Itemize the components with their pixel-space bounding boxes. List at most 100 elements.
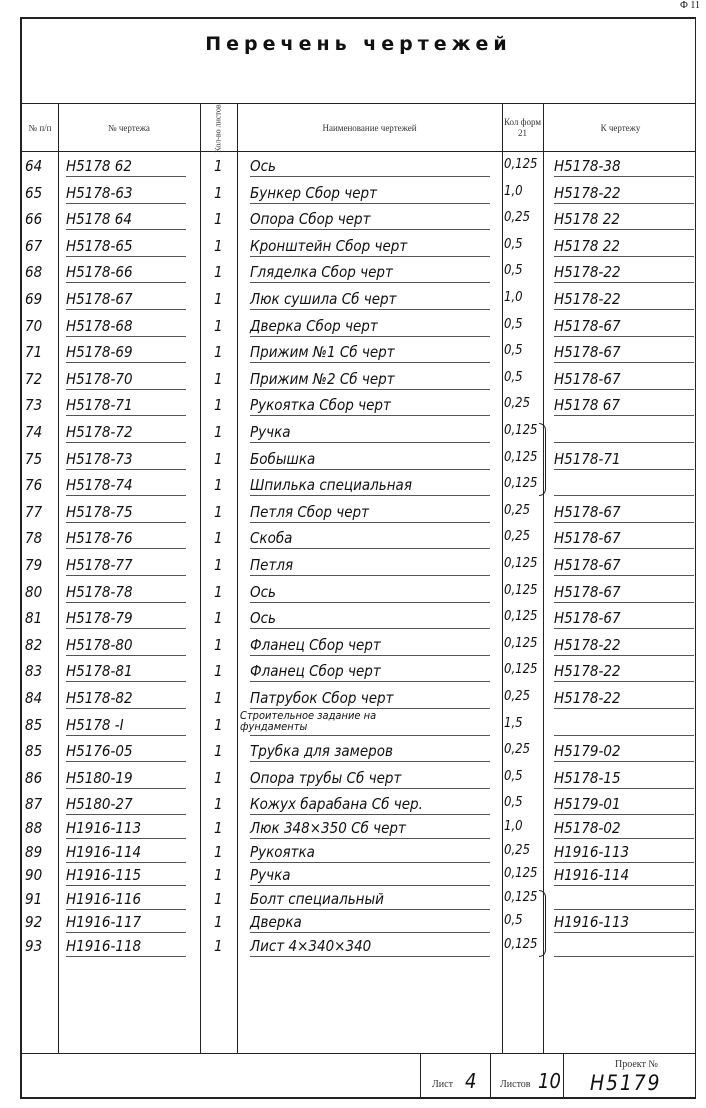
format-value: 0,25	[504, 502, 531, 518]
sheet-count: 1	[214, 662, 223, 681]
sheet-count: 1	[214, 556, 223, 574]
column-line	[200, 103, 201, 1053]
reference-drawing: H1916-113	[554, 842, 630, 861]
table-row: 70 H5178-68 1 Дверка Сбор черт 0,5 H5178-67	[22, 315, 698, 339]
underline	[250, 628, 490, 630]
format-value: 0,125	[504, 157, 538, 172]
underline	[250, 548, 490, 550]
reference-drawing: H5178-02	[554, 819, 621, 837]
underline	[250, 202, 490, 204]
underline	[250, 362, 490, 364]
row-num: 85	[25, 715, 43, 734]
reference-drawing: H5178-67	[554, 369, 621, 388]
underline	[250, 415, 490, 417]
underline	[554, 202, 694, 204]
drawing-number: H5178 62	[66, 157, 132, 175]
reference-drawing: H5178-22	[554, 183, 621, 202]
underline	[66, 309, 186, 310]
underline	[250, 681, 490, 683]
underline	[554, 908, 694, 910]
sheet-count: 1	[214, 715, 223, 734]
underline	[66, 388, 186, 390]
drawing-name: Люк 348×350 Сб черт	[250, 819, 406, 837]
row-num: 91	[25, 889, 43, 908]
underline	[554, 362, 694, 364]
sheet-count: 1	[214, 476, 223, 495]
underline	[250, 521, 490, 523]
sheet-count: 1	[214, 529, 223, 548]
drawing-number: H1916-115	[66, 866, 142, 885]
row-num: 84	[25, 689, 43, 707]
format-value: 0,125	[504, 423, 538, 438]
row-num: 81	[25, 609, 43, 628]
title-block: Лист 4 Листов 10 Проект № H5179	[420, 1053, 698, 1099]
drawing-name: Кожух барабана Сб чер.	[250, 795, 423, 814]
format-value: 0,25	[504, 689, 531, 704]
sheets-value: 10	[538, 1069, 561, 1093]
underline	[554, 787, 694, 789]
reference-drawing: H5178-15	[554, 768, 621, 787]
underline	[66, 335, 186, 337]
underline	[250, 908, 490, 910]
table-row: 74 H5178-72 1 Ручка 0,125	[22, 421, 698, 445]
format-value: 0,25	[504, 396, 531, 412]
format-value: 0,25	[504, 210, 531, 226]
drawing-name: Лист 4×340×340	[250, 937, 372, 955]
format-value: 0,125	[504, 866, 538, 882]
reference-drawing: H5178-22	[554, 290, 621, 308]
sheet-count: 1	[214, 768, 223, 787]
row-num: 73	[25, 396, 43, 415]
table-row: 65 H5178-63 1 Бункер Сбор черт 1,0 H5178-22	[22, 182, 698, 206]
drawing-number: H5178-82	[66, 689, 133, 707]
drawing-number: H5178-73	[66, 449, 133, 468]
underline	[554, 495, 694, 497]
drawing-name: Люк сушила Сб черт	[250, 290, 397, 308]
drawing-number: H5178-63	[66, 183, 133, 202]
sheet-value: 4	[465, 1069, 477, 1093]
underline	[250, 838, 490, 839]
underline	[554, 176, 694, 177]
drawing-name: Болт специальный	[250, 889, 384, 908]
sheet-count: 1	[214, 423, 223, 441]
sheet-count: 1	[214, 742, 223, 761]
underline	[250, 229, 490, 231]
reference-drawing: H5178-22	[554, 662, 621, 681]
underline	[66, 628, 186, 630]
reference-drawing: H5178-22	[554, 635, 621, 654]
drawing-number: H5178-75	[66, 502, 133, 521]
underline	[250, 861, 490, 863]
table-row: 67 H5178-65 1 Кронштейн Сбор черт 0,5 H5178 2…	[22, 235, 698, 259]
reference-drawing: H5178 22	[554, 210, 620, 229]
drawing-number: H5178-69	[66, 343, 133, 362]
underline	[66, 861, 186, 863]
format-value: 0,125	[504, 582, 538, 598]
underline	[250, 932, 490, 934]
underline	[554, 575, 694, 576]
table-row: 81 H5178-79 1 Ось 0,125 H5178-67	[22, 607, 698, 631]
header-num: № п/п	[28, 122, 52, 133]
underline	[250, 601, 490, 603]
underline	[554, 681, 694, 683]
underline	[66, 885, 186, 887]
underline	[250, 575, 490, 576]
table-row: 88 H1916-113 1 Люк 348×350 Сб черт 1,0 H5178-…	[22, 817, 698, 841]
sheet-count: 1	[214, 449, 223, 468]
header-sheets-text: Кол-во листов	[214, 103, 224, 153]
underline	[66, 575, 186, 576]
reference-drawing: H5178-67	[554, 529, 621, 548]
format-value: 0,125	[504, 889, 538, 905]
column-line	[563, 1053, 564, 1099]
underline	[554, 861, 694, 863]
underline	[66, 734, 186, 736]
table-row: 93 H1916-118 1 Лист 4×340×340 0,125	[22, 935, 698, 959]
sheet-count: 1	[214, 866, 223, 885]
underline	[66, 548, 186, 550]
sheet-count: 1	[214, 290, 223, 308]
format-value: 0,125	[504, 662, 538, 678]
underline	[66, 787, 186, 789]
table-row: 78 H5178-76 1 Скоба 0,25 H5178-67	[22, 527, 698, 551]
reference-drawing: H5178-22	[554, 263, 621, 282]
column-line	[58, 103, 59, 1053]
drawing-name: Патрубок Сбор черт	[250, 689, 394, 707]
underline	[66, 838, 186, 839]
